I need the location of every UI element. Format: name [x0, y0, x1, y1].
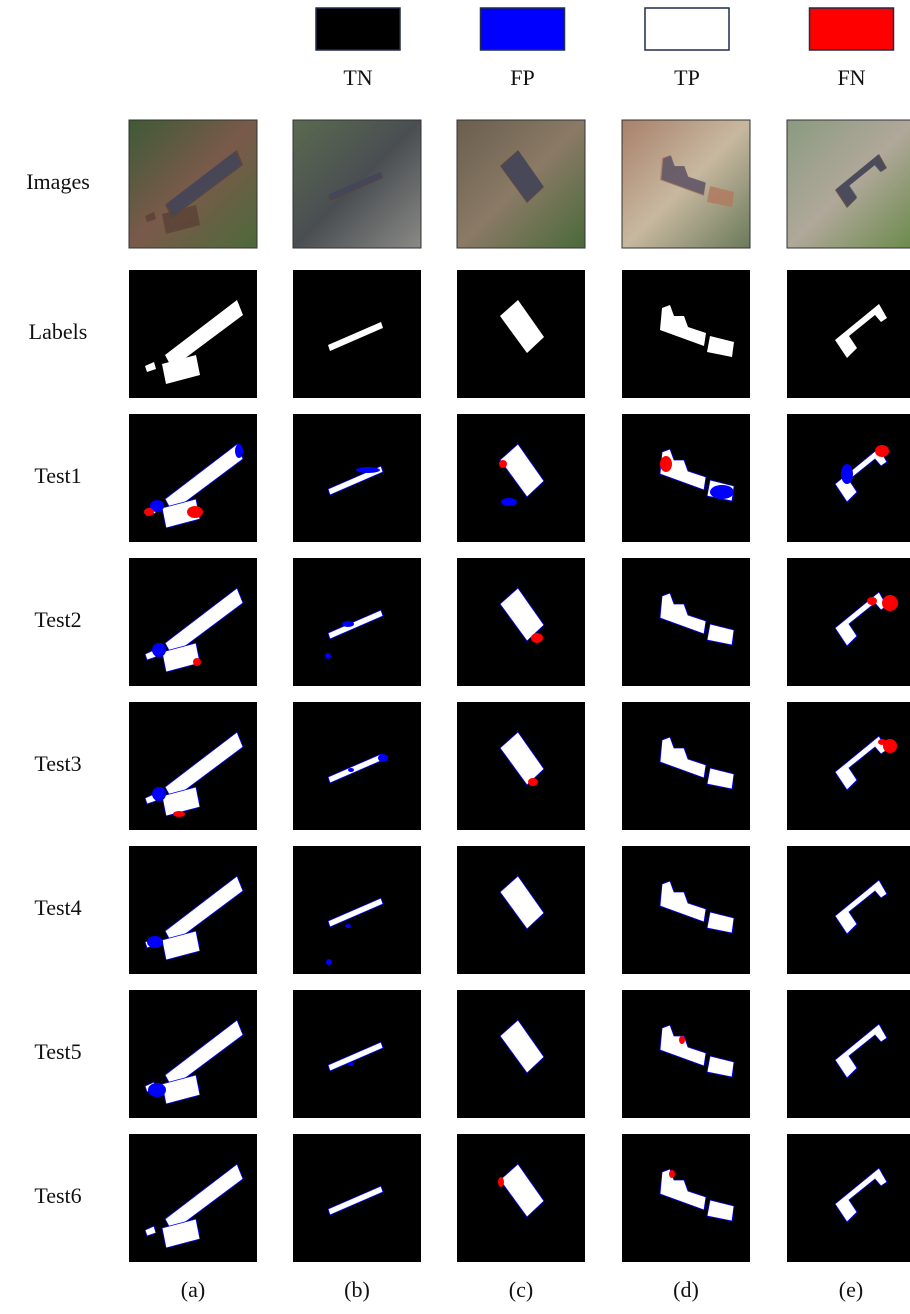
error-region — [325, 653, 331, 659]
mask-tile — [622, 558, 750, 686]
mask-tile — [787, 846, 910, 974]
mask-tile — [293, 1134, 421, 1262]
mask-tile — [293, 990, 421, 1118]
error-region — [875, 445, 889, 457]
aerial-image — [293, 120, 421, 248]
row-label: Test5 — [34, 1039, 81, 1064]
legend-swatch — [316, 8, 400, 50]
error-region — [679, 1036, 685, 1044]
mask-tile — [129, 270, 257, 398]
mask-tile — [622, 1134, 750, 1262]
error-region — [152, 787, 166, 801]
mask-tile — [129, 1134, 257, 1262]
mask-tile — [457, 1134, 585, 1262]
row-label: Test2 — [34, 607, 81, 632]
aerial-image — [129, 120, 257, 248]
mask-tile — [622, 414, 750, 542]
error-region — [193, 658, 201, 666]
error-region — [528, 778, 538, 786]
figure: TN FP TP FN Images Labels Test1 Test2 Test3 Test4… — [0, 0, 910, 1309]
mask-tile — [622, 846, 750, 974]
mask-tile — [457, 702, 585, 830]
mask-tile — [622, 270, 750, 398]
mask-tile — [293, 270, 421, 398]
mask-tile — [457, 414, 585, 542]
error-region — [152, 643, 166, 657]
row-label: Labels — [29, 319, 88, 344]
error-region — [378, 754, 388, 762]
error-region — [710, 485, 734, 499]
mask-tile — [129, 846, 257, 974]
mask-tile — [787, 414, 910, 542]
mask-tile — [293, 558, 421, 686]
error-region — [173, 811, 185, 817]
error-region — [235, 444, 243, 458]
mask-tile — [293, 846, 421, 974]
error-region — [147, 936, 163, 948]
mask-tile — [457, 846, 585, 974]
legend-swatch — [810, 8, 894, 50]
mask-tile — [129, 990, 257, 1118]
error-region — [356, 467, 380, 473]
error-region — [867, 597, 877, 605]
mask-tile — [622, 702, 750, 830]
aerial-image — [622, 120, 750, 248]
column-label: (d) — [673, 1277, 699, 1302]
row-label: Test1 — [34, 463, 81, 488]
error-region — [144, 508, 154, 516]
legend-swatch — [481, 8, 565, 50]
legend-label: FN — [837, 65, 865, 90]
error-region — [342, 621, 354, 627]
error-region — [326, 959, 332, 965]
error-region — [348, 1062, 354, 1066]
mask-tile — [622, 990, 750, 1118]
error-region — [345, 924, 351, 928]
mask-tile — [787, 990, 910, 1118]
mask-tile — [293, 702, 421, 830]
legend-label: TN — [343, 65, 372, 90]
aerial-image — [787, 120, 910, 248]
error-region — [531, 633, 543, 643]
column-label: (e) — [839, 1277, 863, 1302]
column-label: (c) — [509, 1277, 533, 1302]
legend-label: FP — [510, 65, 534, 90]
legend-label: TP — [674, 65, 700, 90]
error-region — [348, 768, 354, 772]
error-region — [498, 1177, 504, 1187]
error-region — [187, 506, 203, 518]
mask-tile — [129, 414, 257, 542]
mask-tile — [129, 558, 257, 686]
error-region — [499, 460, 507, 468]
error-region — [841, 464, 853, 484]
error-region — [501, 498, 517, 506]
column-label: (b) — [344, 1277, 370, 1302]
error-region — [669, 1170, 675, 1178]
row-label: Images — [26, 169, 90, 194]
legend-swatch — [645, 8, 729, 50]
mask-tile — [457, 990, 585, 1118]
mask-tile — [457, 558, 585, 686]
error-region — [148, 1083, 166, 1097]
row-label: Test4 — [34, 895, 81, 920]
mask-tile — [787, 270, 910, 398]
error-region — [878, 739, 886, 745]
error-region — [882, 595, 898, 611]
mask-tile — [787, 702, 910, 830]
mask-tile — [457, 270, 585, 398]
column-label: (a) — [181, 1277, 205, 1302]
error-region — [660, 456, 672, 472]
mask-tile — [787, 1134, 910, 1262]
row-label: Test3 — [34, 751, 81, 776]
mask-tile — [129, 702, 257, 830]
row-label: Test6 — [34, 1183, 81, 1208]
mask-tile — [787, 558, 910, 686]
mask-tile — [293, 414, 421, 542]
aerial-image — [457, 120, 585, 248]
